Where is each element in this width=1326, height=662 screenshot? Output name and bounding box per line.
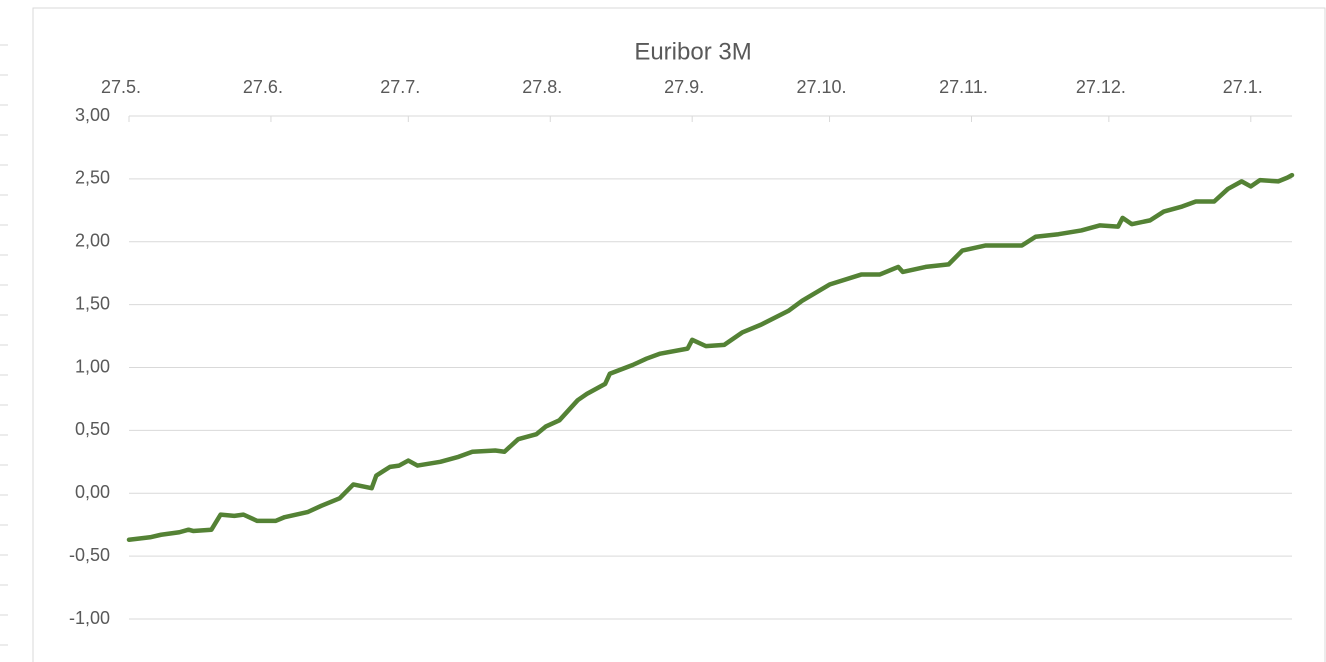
x-tick-label: 27.1. — [1223, 77, 1263, 97]
y-tick-label: 1,50 — [75, 293, 110, 313]
x-tick-label: 27.9. — [664, 77, 704, 97]
x-tick-label: 27.10. — [797, 77, 847, 97]
y-tick-label: 0,00 — [75, 482, 110, 502]
x-tick-label: 27.12. — [1076, 77, 1126, 97]
y-tick-label: -0,50 — [69, 545, 110, 565]
x-tick-label: 27.11. — [939, 77, 988, 97]
y-tick-label: 2,00 — [75, 231, 110, 251]
data-line — [126, 172, 1295, 543]
x-tick-label: 27.8. — [522, 77, 562, 97]
x-tick-label: 27.5. — [101, 77, 141, 97]
sheet-margin — [0, 44, 8, 646]
x-tick-label: 27.7. — [380, 77, 420, 97]
y-tick-label: -1,00 — [69, 608, 110, 628]
y-tick-label: 3,00 — [75, 105, 110, 125]
y-tick-label: 2,50 — [75, 168, 110, 188]
x-tick-label: 27.6. — [243, 77, 283, 97]
y-tick-label: 0,50 — [75, 419, 110, 439]
chart-title: Euribor 3M — [634, 38, 751, 65]
chart-frame — [32, 7, 1326, 662]
y-tick-label: 1,00 — [75, 356, 110, 376]
